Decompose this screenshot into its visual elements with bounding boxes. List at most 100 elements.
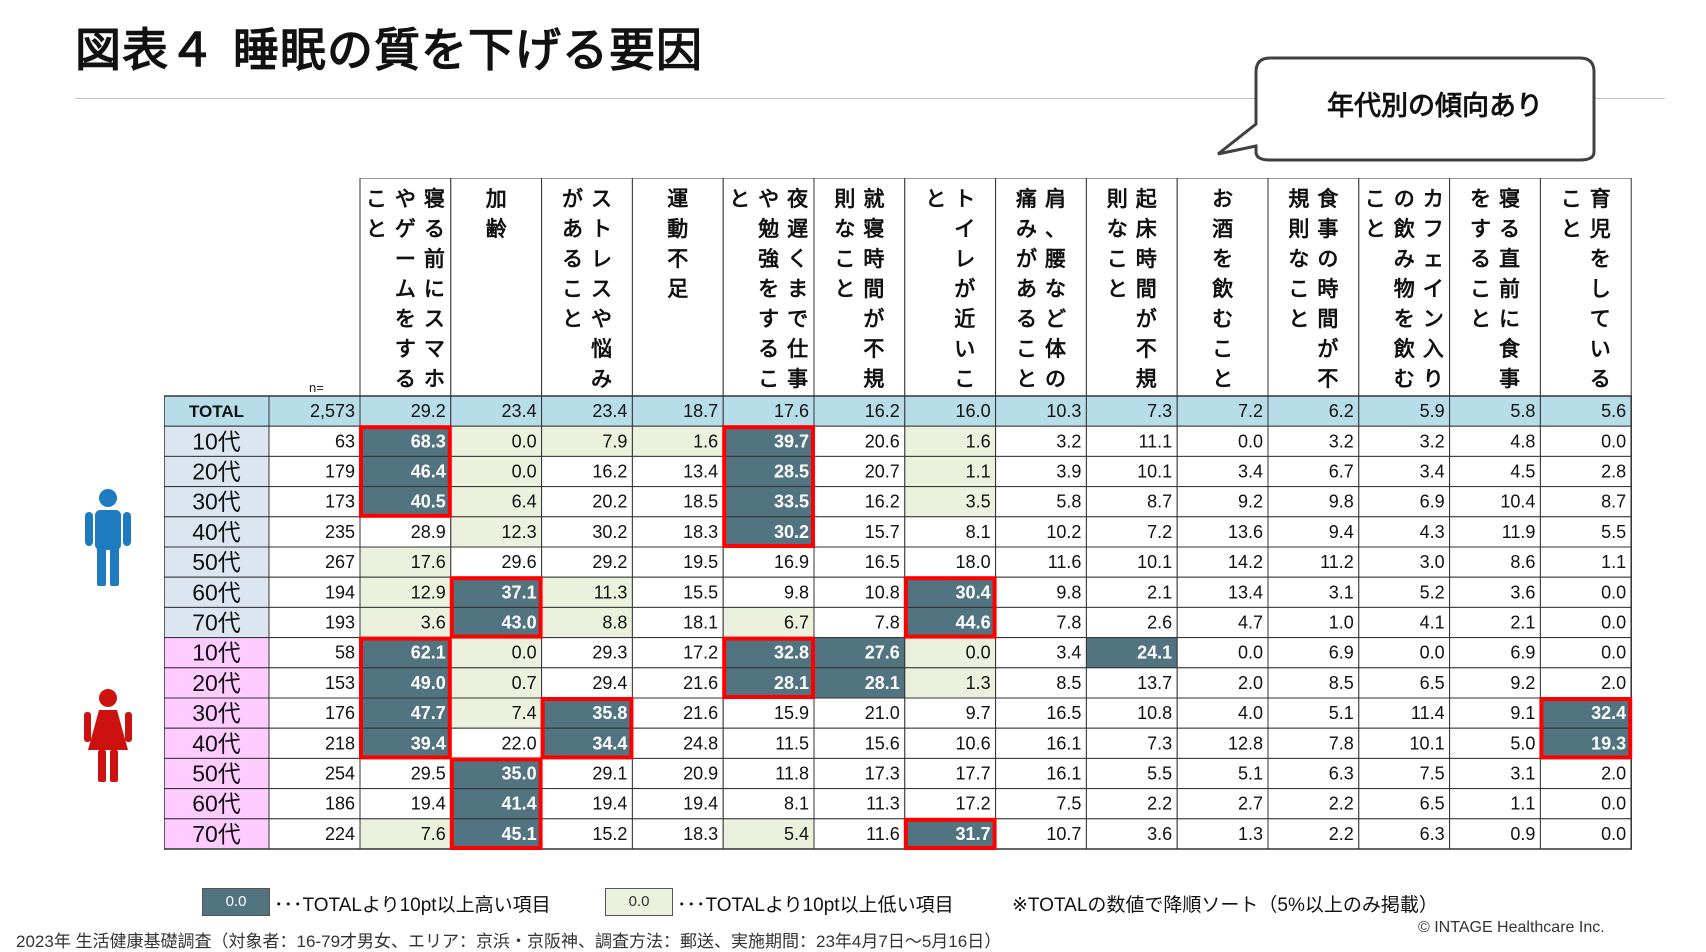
highlight-box xyxy=(359,425,452,518)
cell-value: 4.3 xyxy=(1420,522,1445,542)
table-cell xyxy=(904,727,997,759)
table-cell xyxy=(1358,576,1451,608)
column-header-char: 悩 xyxy=(591,337,612,361)
column-header-char: 肩 xyxy=(1045,187,1066,211)
cell-value: 12.3 xyxy=(502,522,537,542)
highlight-box xyxy=(903,576,997,639)
cell-value: 21.6 xyxy=(683,673,718,693)
cell-value: 15.6 xyxy=(865,733,900,753)
column-header-char: 強 xyxy=(758,247,779,271)
cell-value: 0.0 xyxy=(1601,582,1626,602)
cell-value: 5.8 xyxy=(1056,492,1081,512)
cell-value: 3.9 xyxy=(1056,462,1081,482)
female-person-icon xyxy=(84,689,132,782)
column-header-char: す xyxy=(758,307,779,331)
sort-note: ※TOTALの数値で降順ソート（5%以上のみ掲載） xyxy=(1012,895,1438,916)
cell-value: 0.0 xyxy=(1601,794,1626,814)
cell-value: 18.0 xyxy=(956,552,991,572)
cell-value: 2.2 xyxy=(1147,794,1172,814)
table-cell xyxy=(995,546,1087,578)
table-cell xyxy=(1085,395,1178,427)
cell-value: 9.1 xyxy=(1510,703,1535,723)
row-label: 60代 xyxy=(192,791,241,817)
table-cell xyxy=(1539,425,1632,457)
row-label: 30代 xyxy=(192,489,241,515)
column-header-char: 則 xyxy=(1107,187,1128,211)
cell-value: 9.2 xyxy=(1238,492,1263,512)
n-value: 194 xyxy=(325,582,355,602)
cell-value: 20.7 xyxy=(865,462,900,482)
table-cell xyxy=(1267,727,1360,759)
table-cell xyxy=(813,697,906,729)
column-header-char: 仕 xyxy=(786,337,808,361)
table-cell xyxy=(1449,486,1541,518)
cell-value: 30.2 xyxy=(592,522,627,542)
column-header-char: 則 xyxy=(834,187,855,211)
table-cell xyxy=(541,425,633,457)
table-cell xyxy=(631,486,724,518)
row-label: 50代 xyxy=(192,549,241,575)
cell-value: 30.2 xyxy=(774,522,809,542)
cell-value: 2.0 xyxy=(1601,673,1626,693)
cell-value: 2.2 xyxy=(1329,824,1354,844)
column-header-char: い xyxy=(1590,337,1611,361)
column-header-cell xyxy=(450,178,543,397)
column-header-cell xyxy=(904,178,997,397)
n-value: 267 xyxy=(325,552,355,572)
column-header-char: ス xyxy=(424,307,445,331)
table-cell xyxy=(541,788,633,820)
column-header-char: 足 xyxy=(667,277,688,301)
cell-value: 16.1 xyxy=(1046,733,1081,753)
column-header-char: 前 xyxy=(424,247,445,271)
row-label: 20代 xyxy=(192,459,241,485)
column-header-char: 間 xyxy=(863,277,884,301)
male-person-icon xyxy=(85,489,131,586)
column-header-char: 寝 xyxy=(424,187,445,211)
highlight-box xyxy=(540,697,634,760)
column-header-char: る xyxy=(1016,307,1037,331)
cell-value: 8.1 xyxy=(784,794,809,814)
cell-value: 6.3 xyxy=(1329,764,1354,784)
cell-value: 45.1 xyxy=(502,824,537,844)
table-cell xyxy=(1358,727,1451,759)
cell-value: 6.9 xyxy=(1329,643,1354,663)
table-cell xyxy=(1539,516,1632,548)
table-cell xyxy=(541,818,633,850)
table-cell xyxy=(450,455,543,488)
cell-value: 1.6 xyxy=(966,431,991,451)
column-header-char: 規 xyxy=(1136,367,1157,391)
cell-value: 5.5 xyxy=(1601,522,1626,542)
column-header-char: る xyxy=(424,217,445,241)
row-label-cell xyxy=(164,697,270,729)
column-header-cell xyxy=(1085,178,1178,397)
cell-value: 3.6 xyxy=(1510,582,1535,602)
column-header-char: と xyxy=(1561,217,1582,241)
cell-value: 7.2 xyxy=(1238,401,1263,421)
source-note: 2023年 生活健康基礎調査（対象者：16-79才男女、エリア：京浜・京阪神、調… xyxy=(16,932,1002,951)
table-cell xyxy=(1085,697,1178,729)
cell-value: 0.0 xyxy=(512,431,537,451)
cell-value: 29.1 xyxy=(592,764,627,784)
column-header-char: 児 xyxy=(1589,217,1611,241)
column-header-char: レ xyxy=(591,247,612,271)
cell-value: 29.4 xyxy=(592,673,627,693)
column-header-char: こ xyxy=(1288,277,1309,301)
table-cell xyxy=(631,757,724,790)
cell-value: 5.4 xyxy=(784,824,809,844)
table-cell xyxy=(904,637,997,669)
cell-value: 18.3 xyxy=(683,522,718,542)
cell-value: 33.5 xyxy=(774,492,809,512)
table-cell xyxy=(995,667,1087,699)
cell-value: 16.1 xyxy=(1046,764,1081,784)
column-header-char: の xyxy=(1317,247,1338,271)
cell-value: 28.1 xyxy=(865,673,900,693)
column-header-char: 時 xyxy=(1136,247,1157,271)
n-value: 2,573 xyxy=(310,401,355,421)
table-cell xyxy=(631,516,724,548)
table-cell xyxy=(1176,486,1269,518)
column-header-cell xyxy=(1358,178,1451,397)
cell-value: 8.1 xyxy=(966,522,991,542)
table-cell xyxy=(1085,788,1178,820)
table-cell xyxy=(1539,395,1632,427)
column-header-char: す xyxy=(395,337,416,361)
